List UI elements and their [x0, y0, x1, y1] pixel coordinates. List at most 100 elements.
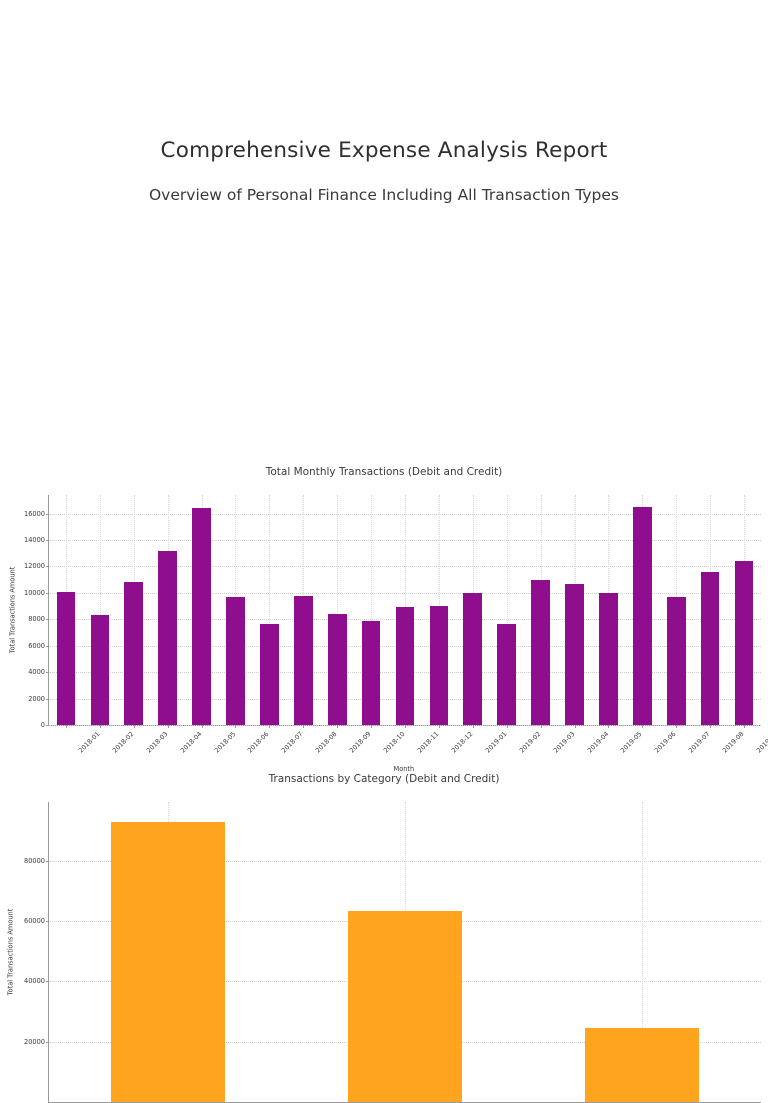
x-axis-tick-label: 2019-08: [720, 730, 746, 755]
figure-monthly-transactions: Total Monthly Transactions (Debit and Cr…: [0, 466, 768, 773]
y-axis-tick-mark: [46, 921, 49, 923]
x-axis-label-monthly: Month: [393, 765, 415, 773]
x-axis-tick-label: 2018-08: [314, 730, 339, 755]
bar: [585, 1028, 700, 1102]
x-axis-tick-mark: [337, 725, 339, 728]
x-axis-tick-mark: [133, 725, 135, 728]
y-axis-tick-mark: [46, 698, 49, 700]
page-title: Comprehensive Expense Analysis Report: [160, 138, 608, 163]
bar: [734, 561, 754, 725]
y-axis-tick-mark: [46, 513, 49, 515]
bar: [110, 821, 225, 1102]
y-axis-tick-label: 8000: [28, 615, 45, 624]
bar: [531, 580, 550, 725]
gridline-vertical: [371, 495, 373, 725]
bar: [633, 506, 652, 725]
y-axis-tick-label: 20000: [24, 1037, 45, 1046]
x-axis-tick-label: 2018-09: [348, 730, 373, 755]
report-header: Comprehensive Expense Analysis Report Ov…: [0, 136, 768, 206]
bar: [293, 596, 313, 725]
x-axis-tick-mark: [405, 725, 406, 728]
y-axis-label-monthly: Total Transactions Amount: [7, 566, 16, 654]
x-axis-tick-label: 2018-01: [76, 730, 102, 755]
y-axis-tick-mark: [46, 539, 49, 541]
x-axis-tick-label: 2018-05: [212, 730, 237, 755]
y-axis-tick-label: 0: [40, 721, 45, 729]
bar: [361, 620, 381, 725]
bar: [666, 596, 686, 725]
x-axis-tick-label: 2018-10: [381, 730, 407, 755]
chart-title-monthly: Total Monthly Transactions (Debit and Cr…: [265, 466, 503, 478]
bar: [565, 583, 584, 725]
x-axis-tick-mark: [99, 725, 101, 728]
x-axis-tick-label: 2019-04: [585, 730, 610, 755]
x-axis-tick-mark: [65, 725, 67, 728]
y-axis-tick-label: 6000: [28, 641, 45, 650]
y-axis-label-category: Total Transactions Amount: [5, 908, 14, 996]
bar: [327, 613, 347, 725]
y-axis-tick-mark: [46, 725, 49, 726]
bar: [56, 592, 76, 725]
y-axis-tick-mark: [46, 619, 49, 621]
x-axis-tick-label: 2018-07: [280, 730, 305, 755]
y-axis-tick-mark: [46, 592, 49, 594]
x-axis-tick-mark: [269, 725, 271, 728]
x-axis-tick-mark: [710, 725, 712, 728]
x-axis-tick-mark: [235, 725, 237, 728]
x-axis-tick-label: 2018-02: [110, 730, 136, 755]
x-axis-tick-label: 2019-07: [687, 730, 712, 755]
plot-area-monthly: 0 2000 4000 6000 8000 10000 12000 14000 16000 201…: [24, 495, 768, 755]
gridline-vertical: [506, 495, 508, 725]
x-axis-tick-label: 2018-12: [449, 730, 475, 755]
y-axis-tick-label: 80000: [24, 856, 45, 865]
gridline-vertical: [337, 495, 339, 725]
y-axis-tick-label: 4000: [28, 668, 45, 677]
y-axis-tick-label: 14000: [24, 535, 45, 544]
bar: [429, 606, 449, 725]
x-axis-tick-label: 2018-04: [178, 730, 204, 755]
x-axis-tick-label: 2019-01: [483, 730, 509, 755]
x-axis-tick-mark: [201, 725, 203, 728]
bar: [463, 593, 483, 725]
x-axis-tick-mark: [608, 725, 610, 728]
bar: [124, 582, 144, 725]
x-axis-tick-mark: [574, 725, 576, 728]
x-axis-tick-mark: [744, 725, 746, 728]
gridline-vertical: [269, 495, 271, 725]
y-axis-tick-label: 2000: [28, 694, 45, 703]
x-axis-tick-label: 2019-06: [653, 730, 678, 755]
x-axis-tick-label: 2019-02: [517, 730, 543, 755]
bar: [260, 624, 279, 725]
figure-category-transactions: Transactions by Category (Debit and Cred…: [0, 773, 768, 1103]
x-axis-tick-label: 2019-03: [551, 730, 576, 755]
x-axis-tick-mark: [167, 725, 169, 728]
x-axis-tick-label: 2018-11: [415, 730, 441, 755]
bar: [158, 551, 177, 725]
page-subtitle: Overview of Personal Finance Including A…: [148, 186, 619, 204]
x-axis-tick-label: 2019-09: [754, 730, 768, 755]
gridline-vertical: [642, 802, 644, 1102]
bar: [348, 911, 462, 1102]
bar: [700, 572, 720, 725]
x-axis-tick-mark: [472, 725, 474, 728]
y-axis-tick-mark: [46, 860, 49, 862]
y-axis-tick-label: 60000: [24, 917, 45, 926]
x-axis-tick-mark: [540, 725, 542, 728]
x-axis-tick-mark: [371, 725, 373, 728]
x-axis-tick-mark: [642, 725, 644, 728]
x-axis-tick-label: 2018-06: [246, 730, 271, 755]
y-axis-tick-label: 40000: [24, 977, 45, 986]
y-axis-tick-mark: [46, 645, 49, 647]
y-axis-tick-mark: [46, 981, 49, 983]
bar: [395, 607, 415, 725]
x-axis-tick-mark: [506, 725, 508, 728]
gridline-vertical: [99, 495, 101, 725]
y-axis-tick-label: 10000: [24, 588, 45, 597]
plot-area-category: 20000 40000 60000 80000: [24, 802, 761, 1103]
y-axis-tick-mark: [46, 672, 49, 674]
bar: [226, 597, 245, 725]
y-axis-tick-mark: [46, 566, 49, 568]
bar: [599, 593, 618, 725]
x-axis-tick-mark: [438, 725, 440, 728]
x-axis-tick-mark: [676, 725, 678, 728]
